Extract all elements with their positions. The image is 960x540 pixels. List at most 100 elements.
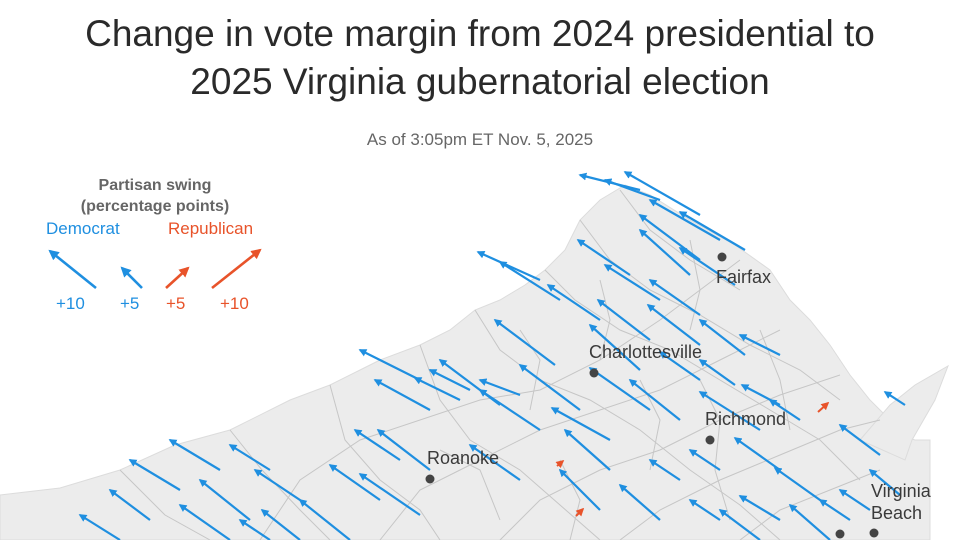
swing-arrow-democrat <box>358 473 421 516</box>
swing-arrow-democrat <box>178 504 231 540</box>
legend-value-dem-10: +10 <box>56 294 85 313</box>
swing-arrow-democrat <box>738 334 781 356</box>
swing-arrow-republican <box>555 459 565 469</box>
swing-arrow-democrat <box>818 499 851 521</box>
swing-arrow-democrat <box>733 437 781 471</box>
swing-arrow-democrat <box>353 429 401 461</box>
city-label-virginia-beach-line-1: Virginia <box>871 481 931 501</box>
swing-arrow-democrat <box>358 349 421 381</box>
legend-title-line-1: Partisan swing <box>98 177 212 194</box>
legend-arrow-dem-5 <box>120 266 143 289</box>
subtitle: As of 3:05pm ET Nov. 5, 2025 <box>366 130 594 149</box>
legend-democrat-label: Democrat <box>46 219 120 238</box>
swing-arrow-democrat <box>698 319 746 356</box>
legend-value-rep-10: +10 <box>220 294 249 313</box>
swing-arrow-democrat <box>648 459 681 481</box>
swing-arrow-democrat <box>638 228 691 276</box>
swing-arrows <box>78 171 906 540</box>
swing-arrow-democrat <box>596 299 651 341</box>
swing-arrow-democrat <box>688 499 721 521</box>
legend-arrows <box>48 248 262 290</box>
swing-arrow-republican <box>817 401 830 413</box>
city-dot-virginia-beach <box>869 528 879 538</box>
swing-arrow-democrat <box>478 378 521 397</box>
swing-arrow-democrat <box>678 247 736 286</box>
legend-arrow-rep-10 <box>211 248 262 290</box>
swing-arrow-democrat <box>788 503 831 540</box>
swing-arrow-democrat <box>628 379 681 421</box>
city-dot-fairfax <box>717 252 727 262</box>
swing-arrow-democrat <box>658 351 701 381</box>
swing-arrow-democrat <box>588 323 641 371</box>
swing-arrow-democrat <box>646 304 701 346</box>
swing-arrow-democrat <box>678 211 746 251</box>
legend: Partisan swing (percentage points) Democ… <box>40 175 280 325</box>
swing-arrow-democrat <box>648 279 701 316</box>
swing-arrow-democrat <box>618 483 661 521</box>
legend-value-rep-5: +5 <box>166 294 186 313</box>
county-borders <box>119 189 881 540</box>
swing-arrow-democrat <box>328 464 381 501</box>
swing-arrow-democrat <box>376 429 431 471</box>
swing-arrow-democrat <box>868 468 901 496</box>
page-title: Change in vote margin from 2024 presiden… <box>0 10 960 106</box>
swing-arrow-democrat <box>476 250 541 282</box>
city-dot-charlottesville <box>589 368 599 378</box>
swing-arrow-democrat <box>228 444 271 471</box>
legend-arrow-rep-5 <box>165 266 190 289</box>
legend-value-dem-5: +5 <box>120 294 140 313</box>
swing-arrow-democrat <box>198 479 251 521</box>
swing-arrow-democrat <box>576 239 631 276</box>
swing-arrow-democrat <box>168 439 221 471</box>
city-dot-roanoke <box>425 474 435 484</box>
city-label-charlottesville: Charlottesville <box>589 342 703 362</box>
swing-arrow-democrat <box>698 391 761 431</box>
eastern-shore <box>859 364 949 461</box>
city-markers <box>425 252 879 539</box>
swing-arrow-democrat <box>373 379 431 411</box>
swing-arrow-democrat <box>78 514 121 540</box>
swing-arrow-democrat <box>428 369 471 391</box>
swing-arrow-democrat <box>546 284 601 321</box>
swing-arrow-democrat <box>298 499 351 540</box>
swing-arrow-republican <box>575 507 585 517</box>
swing-arrow-democrat <box>768 399 801 421</box>
city-dot-norfolk <box>835 529 845 539</box>
swing-arrow-democrat <box>603 178 661 202</box>
city-dot-richmond <box>705 435 715 445</box>
swing-arrow-democrat <box>638 214 701 261</box>
swing-arrow-democrat <box>838 424 881 456</box>
swing-arrow-democrat <box>738 495 781 521</box>
swing-arrow-democrat <box>550 407 611 441</box>
swing-arrow-democrat <box>253 469 301 501</box>
swing-arrow-democrat <box>413 377 461 401</box>
swing-arrow-democrat <box>563 428 611 471</box>
swing-arrow-democrat <box>588 367 651 411</box>
city-label-virginia-beach-line-2: Beach <box>871 503 923 523</box>
swing-arrow-democrat <box>558 468 601 511</box>
swing-arrow-democrat <box>438 359 501 406</box>
swing-arrow-democrat <box>648 199 721 241</box>
swing-arrow-democrat <box>603 264 661 301</box>
swing-arrow-democrat <box>698 359 736 386</box>
swing-arrow-democrat <box>518 364 581 411</box>
city-label-fairfax: Fairfax <box>716 267 772 287</box>
legend-republican-label: Republican <box>168 219 254 238</box>
swing-arrow-democrat <box>688 449 721 471</box>
city-label-virginia-beach: Virginia Beach <box>871 480 931 524</box>
swing-arrow-democrat <box>108 489 151 521</box>
swing-arrow-democrat <box>493 319 556 366</box>
city-label-roanoke: Roanoke <box>427 448 500 468</box>
title-line-2: 2025 Virginia gubernatorial election <box>190 61 770 102</box>
legend-arrow-dem-10 <box>48 249 97 290</box>
swing-arrow-democrat <box>773 467 821 501</box>
swing-arrow-democrat <box>498 261 561 301</box>
swing-arrow-democrat <box>718 509 761 540</box>
swing-arrow-democrat <box>838 489 871 511</box>
swing-arrow-democrat <box>883 391 906 406</box>
swing-arrow-democrat <box>128 459 181 491</box>
legend-title: Partisan swing (percentage points) <box>40 175 270 217</box>
swing-arrow-democrat <box>468 444 521 481</box>
legend-title-line-2: (percentage points) <box>80 198 230 215</box>
